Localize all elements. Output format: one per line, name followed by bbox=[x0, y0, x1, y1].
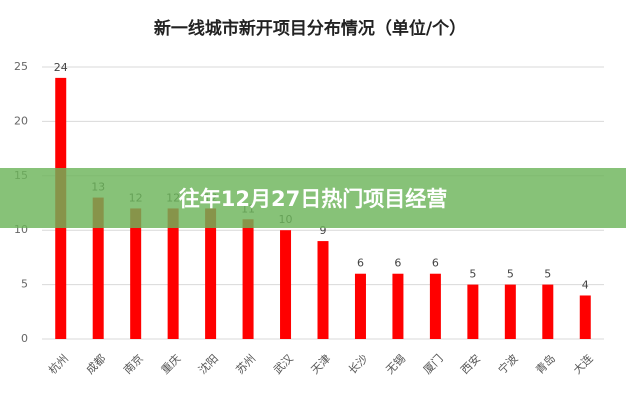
bar bbox=[317, 241, 329, 339]
value-label: 5 bbox=[469, 268, 476, 281]
bar bbox=[392, 273, 404, 339]
bar bbox=[354, 273, 366, 339]
value-label: 5 bbox=[507, 268, 514, 281]
bar bbox=[92, 197, 104, 339]
chart-title: 新一线城市新开项目分布情况（单位/个） bbox=[154, 18, 466, 39]
y-tick-label: 20 bbox=[14, 114, 28, 127]
bar bbox=[429, 273, 441, 339]
value-label: 6 bbox=[357, 257, 364, 270]
y-tick-label: 25 bbox=[14, 60, 28, 73]
bar bbox=[130, 208, 142, 339]
bar bbox=[280, 230, 292, 339]
value-label: 9 bbox=[320, 224, 327, 237]
value-label: 6 bbox=[394, 257, 401, 270]
y-tick-label: 5 bbox=[21, 278, 28, 291]
y-tick-label: 0 bbox=[21, 332, 28, 345]
bar bbox=[242, 219, 254, 339]
value-label: 6 bbox=[432, 257, 439, 270]
value-label: 5 bbox=[544, 268, 551, 281]
value-label: 4 bbox=[582, 278, 589, 291]
banner: 往年12月27日热门项目经营 bbox=[0, 168, 626, 228]
bar bbox=[167, 208, 179, 339]
bar bbox=[467, 284, 479, 339]
bar bbox=[205, 208, 217, 339]
bar bbox=[542, 284, 554, 339]
bar bbox=[579, 295, 591, 339]
value-label: 24 bbox=[54, 61, 68, 74]
bar bbox=[504, 284, 516, 339]
